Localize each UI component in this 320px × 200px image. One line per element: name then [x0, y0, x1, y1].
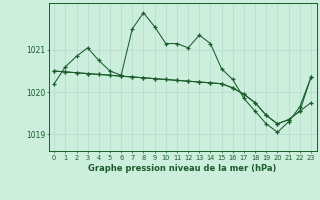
X-axis label: Graphe pression niveau de la mer (hPa): Graphe pression niveau de la mer (hPa): [88, 164, 277, 173]
